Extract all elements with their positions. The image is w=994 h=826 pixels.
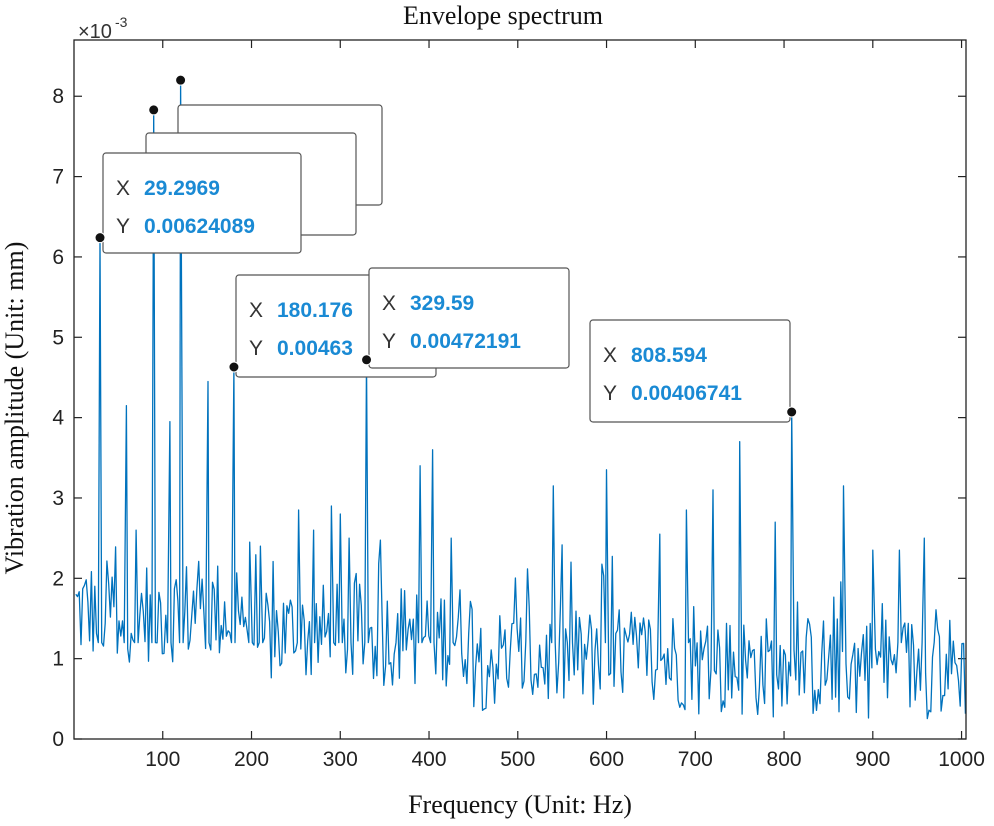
- y-tick-label: 6: [52, 246, 64, 269]
- datatips: X120.117Y0.0082X89.8437Y0.00782691X29.29…: [94, 74, 798, 423]
- y-scale-factor: ×10 -3: [78, 14, 128, 43]
- y-scale-exponent: -3: [115, 14, 128, 30]
- datatip[interactable]: X 808.594 Y 0.00406741: [589, 319, 798, 423]
- x-tick-label: 800: [767, 748, 802, 771]
- datatip-box: [368, 267, 570, 369]
- series-line-envelope: [75, 79, 967, 720]
- datatip-marker[interactable]: [228, 361, 240, 373]
- y-tick-label: 2: [52, 567, 64, 590]
- x-tick-label: 400: [412, 748, 447, 771]
- datatip[interactable]: X 29.2969 Y 0.00624089: [94, 152, 302, 254]
- datatip-x-key: X: [603, 344, 617, 367]
- datatip-x-value: 808.594: [631, 344, 707, 367]
- y-tick-label: 4: [52, 407, 64, 430]
- datatip-x-value: 329.59: [410, 292, 474, 315]
- datatip-y-value: 0.00463: [277, 337, 353, 360]
- x-axis-label: Frequency (Unit: Hz): [408, 790, 632, 819]
- datatip-marker[interactable]: [148, 104, 160, 116]
- datatip[interactable]: X 329.59 Y 0.00472191: [361, 267, 570, 369]
- x-tick-label: 100: [145, 748, 180, 771]
- datatip-marker[interactable]: [361, 354, 373, 366]
- y-tick-label: 8: [52, 85, 64, 108]
- datatip-marker[interactable]: [175, 74, 187, 86]
- datatip-y-value: 0.00624089: [144, 215, 255, 238]
- datatip-y-value: 0.00472191: [410, 330, 521, 353]
- datatip-box: [102, 152, 302, 254]
- y-axis-label: Vibration amplitude (Unit: mm): [0, 242, 29, 575]
- x-tick-label: 700: [678, 748, 713, 771]
- y-tick-label: 0: [52, 728, 64, 751]
- datatip-x-key: X: [116, 177, 130, 200]
- y-tick-label: 3: [52, 487, 64, 510]
- y-tick-label: 7: [52, 166, 64, 189]
- datatip-y-value: 0.00406741: [631, 382, 742, 405]
- chart-title: Envelope spectrum: [403, 1, 603, 30]
- datatip-y-key: Y: [249, 337, 263, 360]
- datatip-y-key: Y: [116, 215, 130, 238]
- datatip-x-value: 180.176: [277, 299, 353, 322]
- datatip-box: [589, 319, 791, 423]
- datatip-x-value: 29.2969: [144, 177, 220, 200]
- x-tick-label: 600: [589, 748, 624, 771]
- y-scale-label: ×10: [78, 21, 112, 43]
- x-tick-label: 300: [323, 748, 358, 771]
- y-axis-tick-labels: 0 1 2 3 4 5 6 7 8: [52, 85, 64, 751]
- plot-frame: [73, 39, 967, 740]
- datatip-x-key: X: [249, 299, 263, 322]
- x-axis-ticks: [162, 40, 963, 739]
- datatip-y-key: Y: [382, 330, 396, 353]
- datatip-x-key: X: [382, 292, 396, 315]
- datatip-marker[interactable]: [94, 232, 106, 244]
- datatip-marker[interactable]: [786, 406, 798, 418]
- datatip-y-key: Y: [603, 382, 617, 405]
- y-tick-label: 1: [52, 648, 64, 671]
- x-tick-label: 1000: [938, 748, 985, 771]
- x-tick-label: 500: [500, 748, 535, 771]
- x-tick-label: 200: [234, 748, 269, 771]
- x-axis-tick-labels: 100 200 300 400 500 600 700 800 900 1000: [145, 748, 985, 771]
- y-tick-label: 5: [52, 326, 64, 349]
- x-tick-label: 900: [855, 748, 890, 771]
